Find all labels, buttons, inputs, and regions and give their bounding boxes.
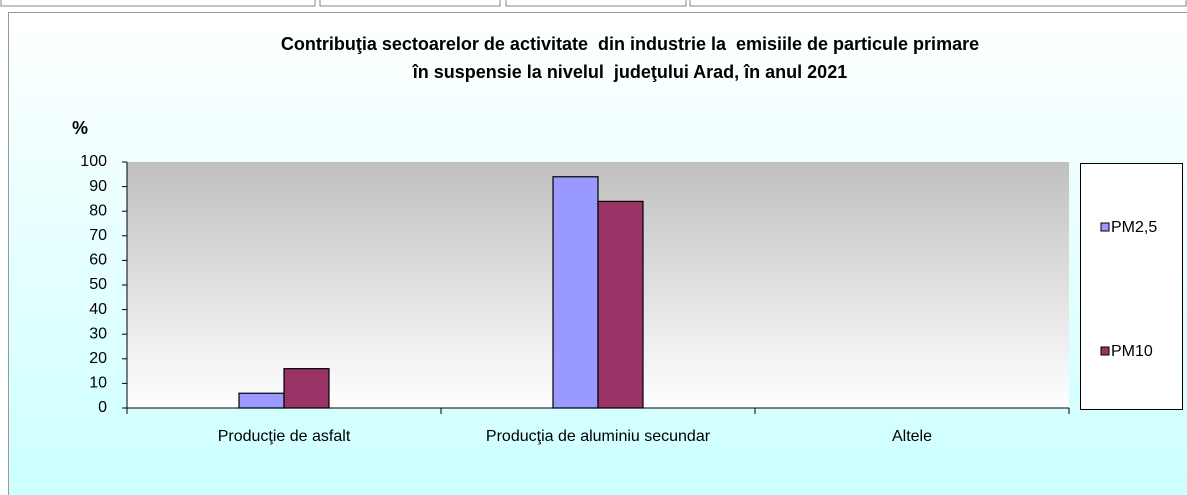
- chart-title: Contribuţia sectoarelor de activitate di…: [281, 34, 979, 54]
- y-tick-label: 0: [98, 399, 107, 416]
- bar: [238, 392, 285, 409]
- y-tick-label: 60: [89, 252, 107, 269]
- x-tick-label: Altele: [892, 428, 932, 445]
- legend-swatch: [1100, 222, 1110, 232]
- y-tick-label: 70: [89, 227, 107, 244]
- y-tick-label: 90: [89, 178, 107, 195]
- x-tick-label: Producţie de asfalt: [218, 428, 351, 445]
- y-tick-label: 80: [89, 202, 107, 219]
- y-tick-label: 20: [89, 350, 107, 367]
- y-tick-label: 30: [89, 325, 107, 342]
- y-tick-label: 50: [89, 276, 107, 293]
- y-tick-label: 10: [89, 375, 107, 392]
- y-tick-label: 100: [80, 153, 107, 170]
- bar: [597, 200, 644, 409]
- x-tick-label: Producţia de aluminiu secundar: [486, 428, 711, 445]
- legend-label: PM2,5: [1111, 219, 1157, 236]
- y-tick-label: 40: [89, 301, 107, 318]
- top-strip: [0, 0, 1187, 7]
- legend-swatch: [1100, 346, 1110, 356]
- bar: [283, 368, 330, 409]
- legend-label: PM10: [1111, 343, 1153, 360]
- chart-title: în suspensie la nivelul judeţului Arad, …: [412, 62, 847, 82]
- legend: [1080, 163, 1183, 410]
- bar: [552, 176, 599, 409]
- y-axis-label: %: [72, 118, 88, 138]
